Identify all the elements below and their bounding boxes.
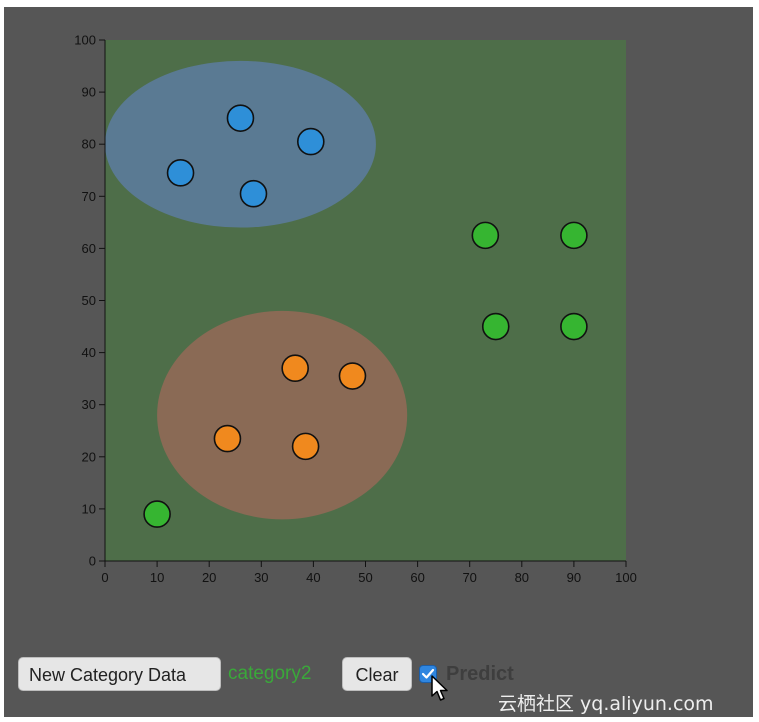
predict-label: Predict xyxy=(446,663,514,685)
y-tick-label: 40 xyxy=(82,345,96,360)
data-point-3 xyxy=(560,312,588,341)
data-point-1 xyxy=(226,104,255,132)
y-tick-label: 100 xyxy=(74,33,96,48)
x-tick-label: 90 xyxy=(567,570,581,585)
decision-region-orange xyxy=(157,310,408,520)
x-tick-label: 80 xyxy=(515,570,529,585)
data-point-2 xyxy=(338,362,367,390)
data-point-2 xyxy=(213,424,242,453)
data-point-3 xyxy=(481,312,510,341)
decision-region-blue xyxy=(105,60,376,228)
mouse-cursor-icon xyxy=(431,675,448,701)
x-tick-label: 0 xyxy=(101,570,108,585)
app-frame: 0 10 20 30 40 50 60 70 80 90 100 0 10 20 30 40 50 60 70 80 9… xyxy=(4,7,753,717)
y-tick-label: 30 xyxy=(82,397,96,412)
y-tick-label: 50 xyxy=(82,293,96,308)
data-point-2 xyxy=(281,354,309,383)
data-point-3 xyxy=(471,221,500,250)
data-point-1 xyxy=(296,127,325,156)
y-tick-label: 0 xyxy=(89,554,96,569)
x-tick-label: 60 xyxy=(410,570,424,585)
y-tick-label: 10 xyxy=(82,501,96,516)
clear-button[interactable]: Clear xyxy=(342,657,412,691)
x-tick-label: 50 xyxy=(358,570,372,585)
x-tick-label: 20 xyxy=(202,570,216,585)
scatter-plot[interactable]: 0 10 20 30 40 50 60 70 80 90 100 0 10 20 30 40 50 60 70 80 9… xyxy=(4,7,753,647)
x-tick-label: 10 xyxy=(150,570,164,585)
y-tick-label: 60 xyxy=(82,241,96,256)
y-tick-label: 80 xyxy=(82,137,96,152)
x-tick-label: 70 xyxy=(462,570,476,585)
data-point-3 xyxy=(143,500,171,528)
y-tick-label: 70 xyxy=(82,189,96,204)
current-category-label: category2 xyxy=(228,663,312,684)
y-tick-label: 20 xyxy=(82,449,96,464)
data-point-1 xyxy=(166,159,195,187)
data-point-3 xyxy=(560,221,588,250)
data-point-2 xyxy=(291,432,320,461)
new-category-data-button[interactable]: New Category Data xyxy=(18,657,221,691)
x-tick-label: 40 xyxy=(306,570,320,585)
watermark-text: 云栖社区 yq.aliyun.com xyxy=(498,693,714,715)
y-tick-label: 90 xyxy=(82,85,96,100)
checkmark-icon xyxy=(421,668,435,679)
x-tick-label: 30 xyxy=(254,570,268,585)
data-point-1 xyxy=(239,179,268,208)
x-tick-label: 100 xyxy=(615,570,637,585)
